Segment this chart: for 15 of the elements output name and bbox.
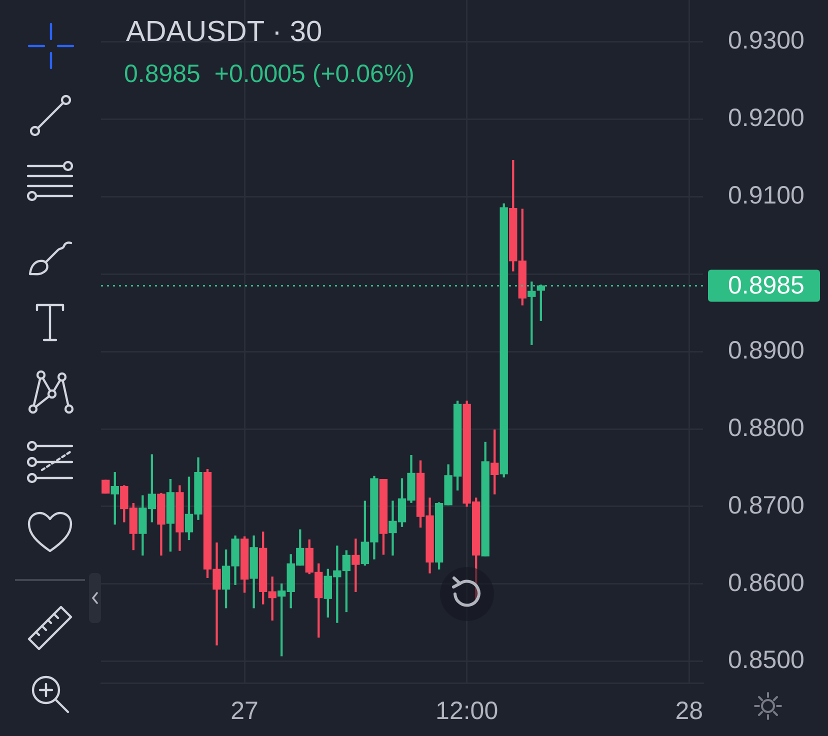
x-tick-label: 27: [230, 696, 258, 725]
y-tick-label: 0.9300: [728, 26, 804, 55]
y-tick-label: 0.8900: [728, 336, 804, 364]
y-tick-label: 0.8800: [728, 414, 804, 442]
x-tick-label: 28: [675, 696, 704, 725]
x-tick-label: 12:00: [436, 696, 498, 725]
y-tick-label: 0.9100: [728, 182, 804, 210]
y-tick-label: 0.9200: [728, 104, 804, 132]
y-tick-label: 0.8500: [728, 646, 804, 674]
text: ADAUSDT · 30: [126, 15, 322, 50]
y-tick-label: 0.8700: [728, 491, 804, 520]
text: 0.8985 +0.0005 (+0.06%): [124, 59, 415, 90]
y-tick-label: 0.8600: [728, 568, 804, 597]
candlestick: [352, 538, 360, 592]
ref-line-label: 0.8985: [728, 272, 804, 300]
